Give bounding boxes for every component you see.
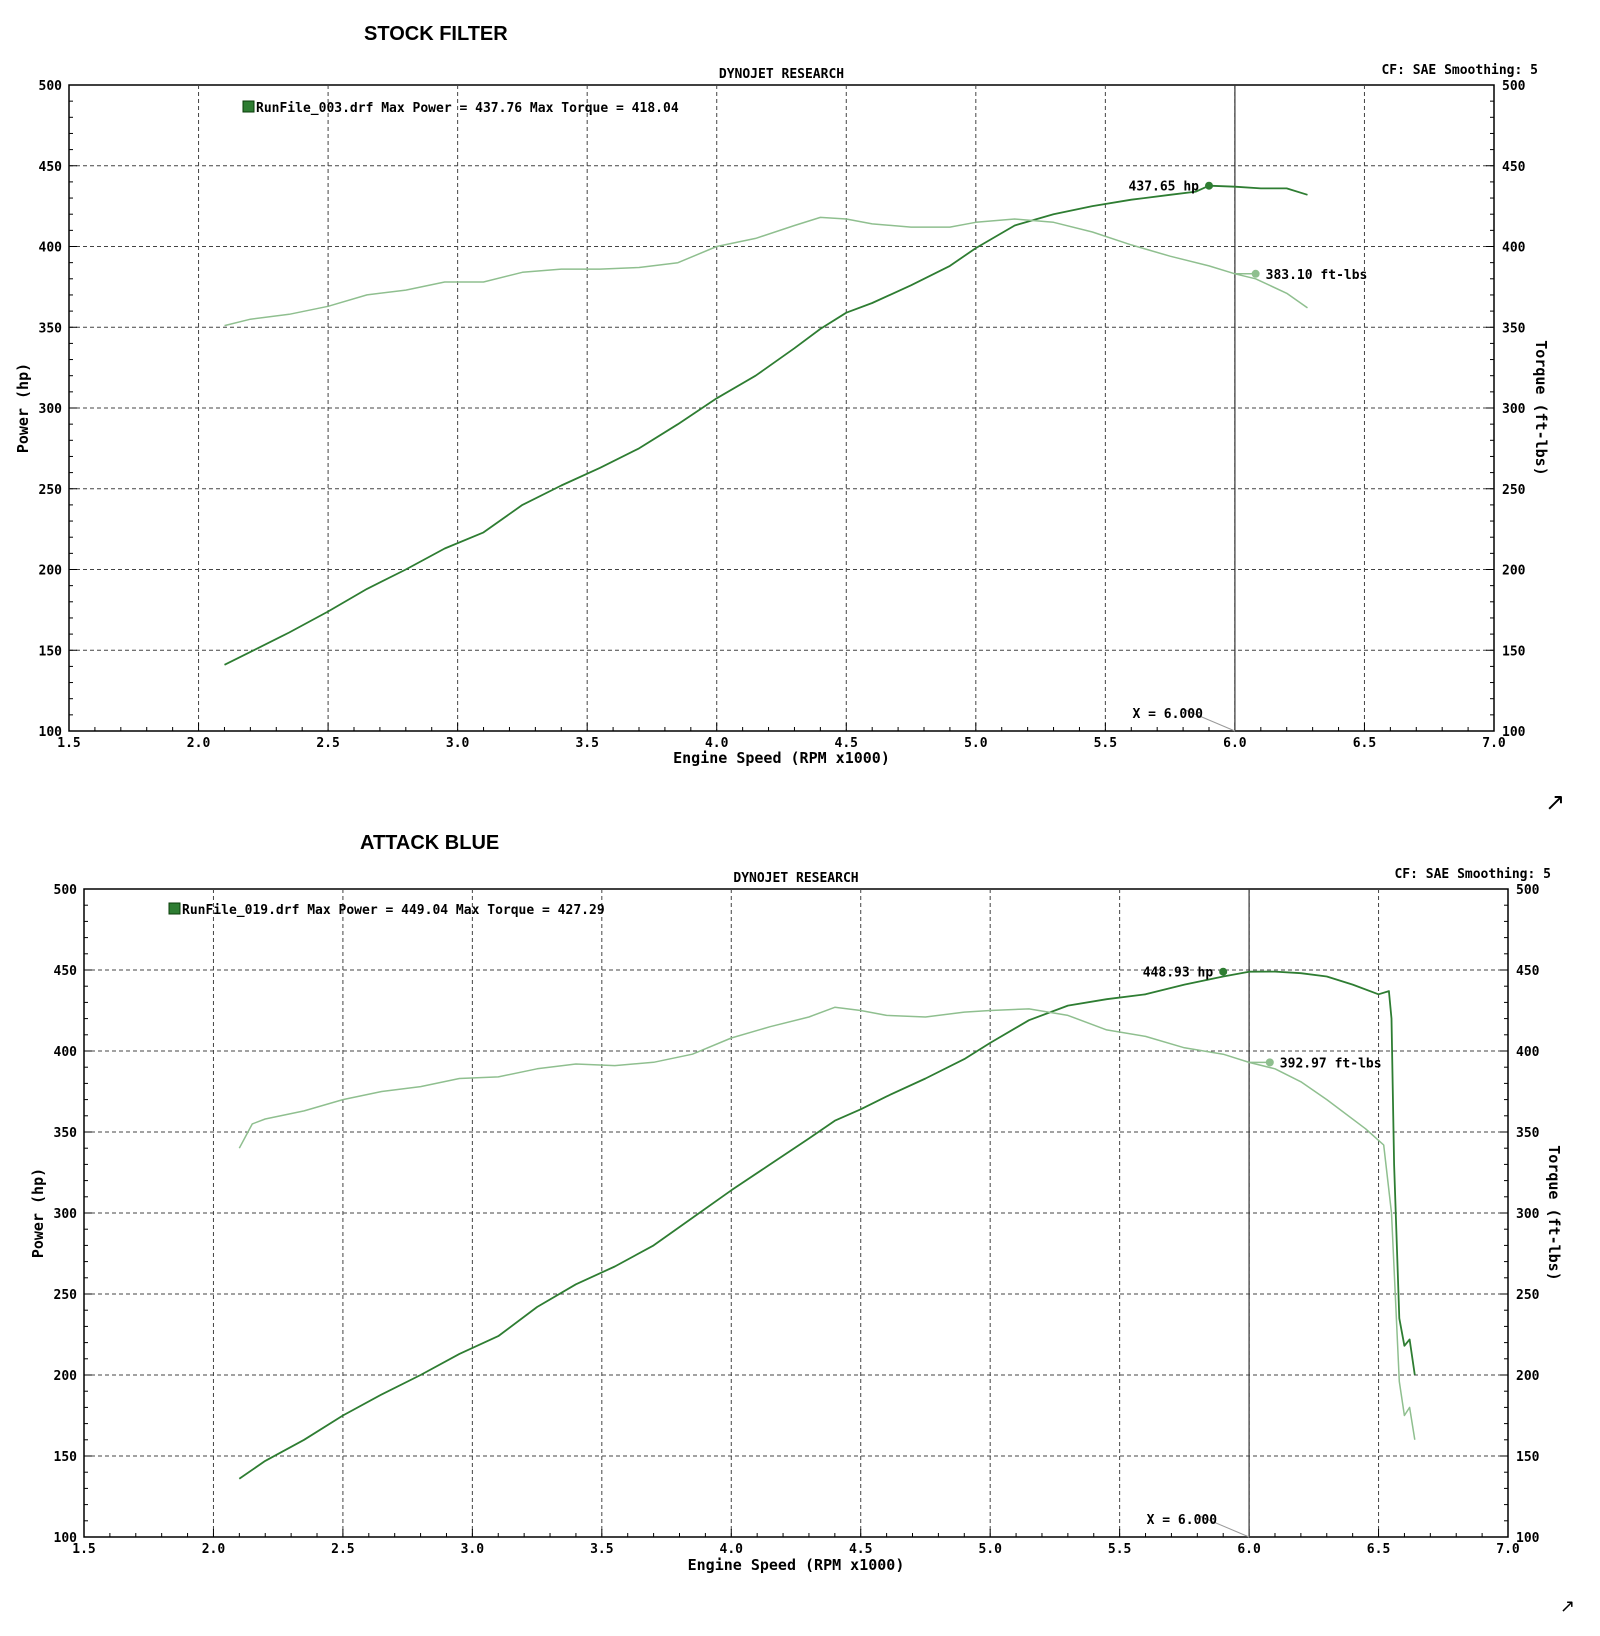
power-line: [224, 184, 1308, 666]
y-tick-label-right: 450: [1516, 964, 1540, 979]
y-tick-label-right: 500: [1502, 79, 1526, 94]
y-tick-label-right: 100: [1516, 1531, 1540, 1546]
hp-marker: [1205, 181, 1213, 190]
y-tick-label-left: 100: [39, 725, 63, 740]
x-tick-label: 6.0: [1223, 736, 1247, 751]
x-tick-label: 1.5: [72, 1542, 95, 1557]
x-tick-label: 5.0: [964, 736, 988, 751]
x-tick-label: 5.0: [978, 1542, 1002, 1557]
x-tick-label: 3.0: [446, 736, 470, 751]
hp-marker-label: 448.93 hp: [1143, 966, 1214, 981]
x-tick-label: 2.5: [316, 736, 339, 751]
torque-line: [224, 216, 1308, 327]
x-tick-label: 7.0: [1496, 1542, 1520, 1557]
dyno-panel-stock-filter: STOCK FILTER 1.5 2.0 2.5 3.0 3.5 4.0 4.5 5.0 5.5…: [14, 23, 1566, 816]
x-tick-label: 6.5: [1353, 736, 1376, 751]
panel-title: STOCK FILTER: [364, 23, 508, 45]
tq-marker-label: 383.10 ft-lbs: [1266, 268, 1368, 283]
resize-arrow-icon[interactable]: ↗: [1545, 788, 1566, 816]
dyno-panel-attack-blue: ATTACK BLUE 1.5 2.0 2.5 3.0 3.5 4.0 4.5 5.0 5.5 6…: [0, 808, 1600, 1626]
x-tick-label: 4.0: [720, 1542, 744, 1557]
x-axis-label: Engine Speed (RPM x1000): [688, 1556, 905, 1574]
y-tick-label-left: 150: [39, 644, 63, 659]
power-line: [238, 970, 1416, 1480]
y-axis-label-right: Torque (ft-lbs): [1545, 1145, 1563, 1280]
x-tick-label: 5.5: [1108, 1542, 1131, 1557]
panel-title: ATTACK BLUE: [360, 832, 500, 854]
y-tick-label-left: 500: [54, 883, 78, 898]
y-tick-label-left: 400: [54, 1045, 78, 1060]
y-tick-label-left: 300: [54, 1207, 78, 1222]
x-tick-label: 3.5: [590, 1542, 613, 1557]
x-tick-label: 4.0: [705, 736, 729, 751]
x-tick-label: 6.0: [1237, 1542, 1261, 1557]
cursor-label: X = 6.000: [1132, 707, 1203, 722]
x-tick-label: 7.0: [1482, 736, 1506, 751]
chart-header: DYNOJET RESEARCH: [733, 871, 858, 886]
hp-marker: [1219, 967, 1228, 976]
y-tick-label-right: 400: [1502, 241, 1526, 256]
y-tick-label-left: 450: [54, 964, 78, 979]
y-tick-label-right: 400: [1516, 1045, 1540, 1060]
x-tick-label: 3.5: [575, 736, 598, 751]
y-tick-label-left: 100: [54, 1531, 78, 1546]
x-tick-label: 6.5: [1367, 1542, 1390, 1557]
cursor-leader-line: [1182, 708, 1236, 732]
tq-marker: [1251, 269, 1260, 278]
x-tick-label: 4.5: [849, 1542, 872, 1557]
resize-arrow-icon[interactable]: ↗: [1560, 1596, 1576, 1617]
y-tick-label-left: 350: [54, 1126, 78, 1141]
y-tick-label-left: 250: [39, 483, 63, 498]
x-tick-label: 5.5: [1094, 736, 1117, 751]
x-axis-label: Engine Speed (RPM x1000): [673, 749, 890, 767]
x-tick-label: 2.0: [187, 736, 211, 751]
y-tick-label-left: 250: [54, 1288, 78, 1303]
torque-line: [238, 1006, 1416, 1440]
legend-text: RunFile_019.drf Max Power = 449.04 Max T…: [182, 903, 605, 918]
legend-swatch: [168, 902, 181, 915]
cursor-label: X = 6.000: [1147, 1513, 1218, 1528]
y-tick-label-left: 200: [39, 564, 63, 579]
x-tick-label: 3.0: [461, 1542, 485, 1557]
x-tick-label: 1.5: [57, 736, 80, 751]
y-tick-label-right: 150: [1516, 1450, 1540, 1465]
x-tick-label: 4.5: [835, 736, 858, 751]
y-tick-label-right: 250: [1502, 483, 1526, 498]
y-tick-label-right: 250: [1516, 1288, 1540, 1303]
y-tick-label-left: 500: [39, 79, 63, 94]
y-tick-label-right: 300: [1502, 402, 1526, 417]
cf-smoothing-label: CF: SAE Smoothing: 5: [1394, 867, 1551, 882]
y-tick-label-left: 450: [39, 160, 63, 175]
y-axis-label-left: Power (hp): [14, 363, 32, 453]
y-tick-label-left: 150: [54, 1450, 78, 1465]
y-axis-label-left: Power (hp): [29, 1168, 47, 1258]
legend-swatch: [242, 100, 255, 113]
y-tick-label-right: 300: [1516, 1207, 1540, 1222]
y-tick-label-right: 450: [1502, 160, 1526, 175]
cursor-leader-line: [1196, 1514, 1250, 1538]
tq-marker: [1265, 1058, 1274, 1067]
y-axis-label-right: Torque (ft-lbs): [1532, 340, 1550, 475]
y-tick-label-right: 150: [1502, 644, 1526, 659]
y-tick-label-right: 350: [1502, 321, 1526, 336]
y-tick-label-left: 350: [39, 321, 63, 336]
y-tick-label-right: 100: [1502, 725, 1526, 740]
y-tick-label-right: 200: [1516, 1369, 1540, 1384]
cf-smoothing-label: CF: SAE Smoothing: 5: [1381, 63, 1538, 78]
legend-text: RunFile_003.drf Max Power = 437.76 Max T…: [256, 101, 679, 116]
y-tick-label-left: 200: [54, 1369, 78, 1384]
y-tick-label-right: 500: [1516, 883, 1540, 898]
y-tick-label-left: 300: [39, 402, 63, 417]
x-tick-label: 2.0: [202, 1542, 226, 1557]
x-tick-label: 2.5: [331, 1542, 354, 1557]
chart-header: DYNOJET RESEARCH: [719, 67, 844, 82]
tq-marker-label: 392.97 ft-lbs: [1280, 1056, 1382, 1071]
y-tick-label-left: 400: [39, 241, 63, 256]
hp-marker-label: 437.65 hp: [1129, 180, 1200, 195]
y-tick-label-right: 200: [1502, 564, 1526, 579]
y-tick-label-right: 350: [1516, 1126, 1540, 1141]
